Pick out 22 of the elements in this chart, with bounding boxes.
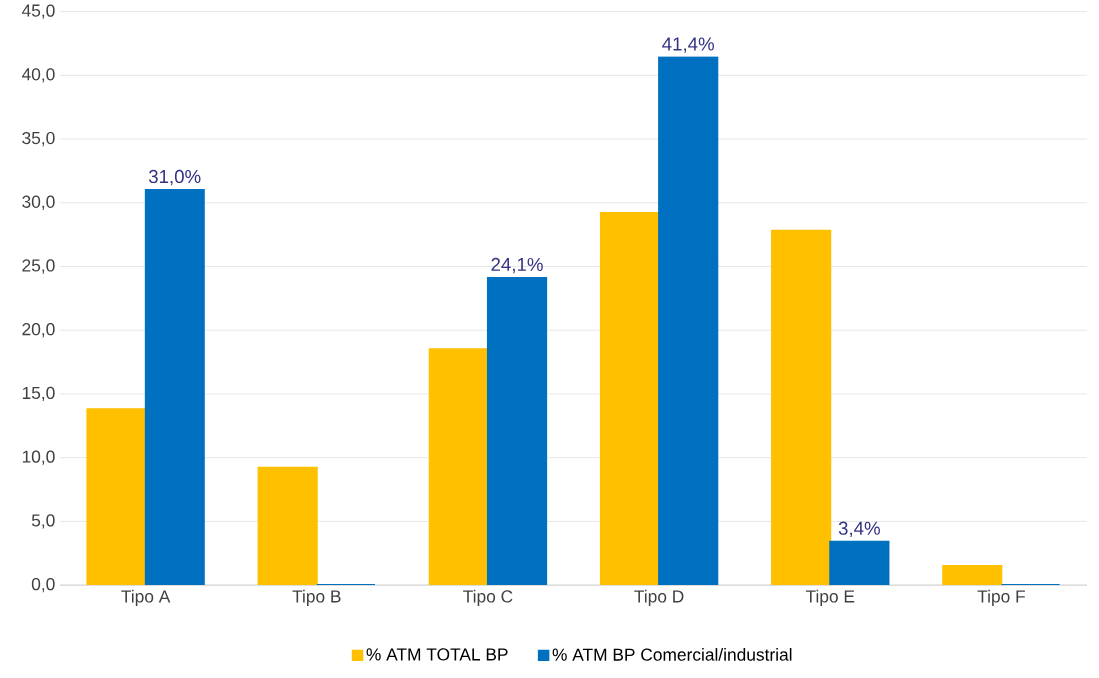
y-tick-label: 35,0	[22, 131, 55, 146]
data-label: 3,4%	[838, 521, 880, 537]
legend-label: % ATM BP Comercial/industrial	[552, 647, 792, 661]
y-tick-label: 5,0	[31, 513, 55, 529]
x-tick-label: Tipo F	[977, 589, 1025, 606]
x-tick-label: Tipo B	[292, 589, 341, 606]
legend-label: % ATM TOTAL BP	[366, 648, 508, 661]
x-tick-label: Tipo A	[121, 589, 171, 606]
data-label: 31,0%	[148, 169, 201, 186]
y-tick-label: 45,0	[21, 4, 55, 19]
x-tick-label: Tipo E	[805, 589, 855, 606]
y-tick-label: 10,0	[22, 450, 55, 465]
y-tick-label: 20,0	[22, 322, 55, 338]
data-label: 24,1%	[491, 257, 543, 274]
x-tick-label: Tipo C	[463, 589, 513, 606]
y-tick-label: 15,0	[22, 386, 55, 401]
y-tick-label: 40,0	[21, 67, 55, 83]
y-tick-label: 30,0	[22, 195, 55, 210]
y-tick-label: 25,0	[22, 259, 55, 274]
data-label: 41,4%	[662, 37, 714, 53]
x-tick-label: Tipo D	[634, 589, 684, 606]
y-tick-label: 0,0	[31, 577, 55, 593]
